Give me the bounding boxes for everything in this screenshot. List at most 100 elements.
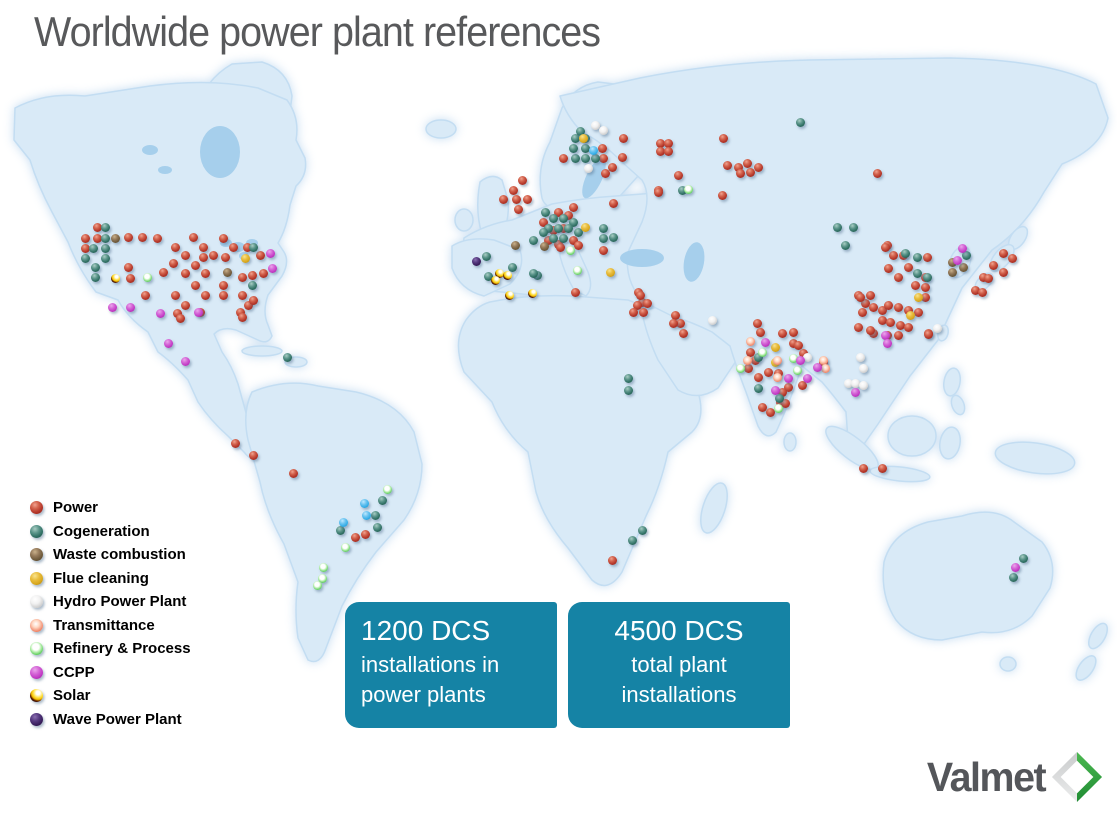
map-dot-power	[1007, 253, 1017, 263]
map-dot-refinery	[792, 365, 802, 375]
map-dot-cogen	[637, 525, 647, 535]
map-dot-power	[855, 292, 865, 302]
map-dot-cogen	[563, 223, 573, 233]
map-dot-power	[237, 272, 247, 282]
map-dot-hydro	[843, 378, 853, 388]
map-dot-power	[865, 325, 875, 335]
legend-item-ccpp: CCPP	[30, 661, 191, 685]
map-dot-refinery	[788, 353, 798, 363]
map-dot-power	[180, 250, 190, 260]
map-dot-power	[718, 133, 728, 143]
map-dot-trans	[772, 372, 782, 382]
map-dot-cogen	[543, 223, 553, 233]
map-dot-flue	[770, 342, 780, 352]
map-dot-cogen	[553, 223, 563, 233]
valmet-arrow-icon	[1051, 751, 1103, 803]
map-dot-cogen	[100, 243, 110, 253]
map-dot-power	[198, 252, 208, 262]
legend-item-waste: Waste combustion	[30, 543, 191, 567]
map-dot-power	[920, 292, 930, 302]
map-dot-power	[218, 233, 228, 243]
map-dot-hydro	[858, 380, 868, 390]
map-dot-ccpp	[802, 373, 812, 383]
map-dot-power	[998, 267, 1008, 277]
map-dot-power	[998, 248, 1008, 258]
map-dot-power	[498, 194, 508, 204]
map-dot-power	[513, 204, 523, 214]
map-dot-power	[668, 318, 678, 328]
map-dot-power	[255, 250, 265, 260]
map-dot-cogen	[538, 227, 548, 237]
map-dot-power	[258, 268, 268, 278]
stat-line: installations in	[361, 652, 500, 677]
map-dot-power	[228, 242, 238, 252]
map-dot-cogen	[481, 251, 491, 261]
map-dot-cogen	[961, 250, 971, 260]
map-dot-hydro	[590, 120, 600, 130]
map-dot-ccpp	[107, 302, 117, 312]
map-dot-power	[733, 162, 743, 172]
legend-item-trans: Transmittance	[30, 614, 191, 638]
map-dot-flue	[605, 267, 615, 277]
legend-item-hydro: Hydro Power Plant	[30, 590, 191, 614]
map-dot-power	[757, 402, 767, 412]
map-dot-power	[788, 327, 798, 337]
legend-item-flue: Flue cleaning	[30, 567, 191, 591]
map-dot-ccpp	[952, 255, 962, 265]
map-dot-cogen	[580, 143, 590, 153]
stat-line: total plant	[631, 652, 727, 677]
map-dot-power	[543, 235, 553, 245]
map-dot-waste	[222, 267, 232, 277]
legend-item-cogen: Cogeneration	[30, 520, 191, 544]
map-dot-power	[910, 280, 920, 290]
map-dot-cogen	[677, 185, 687, 195]
map-dot-power	[80, 233, 90, 243]
map-dot-cogen	[608, 232, 618, 242]
legend-item-solar: Solar	[30, 684, 191, 708]
trans-legend-icon	[30, 618, 43, 632]
map-dot-trans	[818, 355, 828, 365]
map-dot-power	[745, 167, 755, 177]
map-dot-power	[978, 272, 988, 282]
map-dot-wave	[471, 256, 481, 266]
map-dot-power	[675, 318, 685, 328]
legend-label: Refinery & Process	[53, 640, 191, 658]
legend-item-refinery: Refinery & Process	[30, 637, 191, 661]
map-dot-power	[777, 328, 787, 338]
map-dot-flue	[240, 253, 250, 263]
map-dot-power	[548, 225, 558, 235]
map-dot-power	[783, 382, 793, 392]
map-dot-power	[237, 312, 247, 322]
map-dot-cyan	[361, 510, 371, 520]
flue-legend-icon	[30, 571, 43, 585]
map-dot-power	[172, 308, 182, 318]
map-dot-cogen	[1018, 553, 1028, 563]
map-dot-power	[923, 329, 933, 339]
map-dot-power	[597, 143, 607, 153]
map-dot-power	[538, 217, 548, 227]
map-dot-cogen	[570, 153, 580, 163]
map-dot-cogen	[840, 240, 850, 250]
map-dot-refinery	[683, 184, 693, 194]
map-dot-power	[970, 285, 980, 295]
map-dot-power	[752, 318, 762, 328]
map-dot-power	[555, 242, 565, 252]
map-dot-ccpp	[770, 385, 780, 395]
map-dot-power	[123, 262, 133, 272]
map-dot-power	[607, 162, 617, 172]
map-dot-power	[218, 280, 228, 290]
map-dot-power	[140, 290, 150, 300]
map-dot-flue	[578, 133, 588, 143]
map-dot-ccpp	[267, 263, 277, 273]
map-dot-cogen	[558, 213, 568, 223]
map-dot-solar	[110, 273, 120, 283]
map-dot-power	[632, 300, 642, 310]
map-dot-refinery	[572, 265, 582, 275]
map-dot-cogen	[598, 233, 608, 243]
map-dot-power	[628, 307, 638, 317]
map-dot-ccpp	[812, 362, 822, 372]
map-dot-waste	[947, 267, 957, 277]
map-dot-ccpp	[163, 338, 173, 348]
map-dot-cogen	[335, 525, 345, 535]
map-dot-power	[877, 463, 887, 473]
